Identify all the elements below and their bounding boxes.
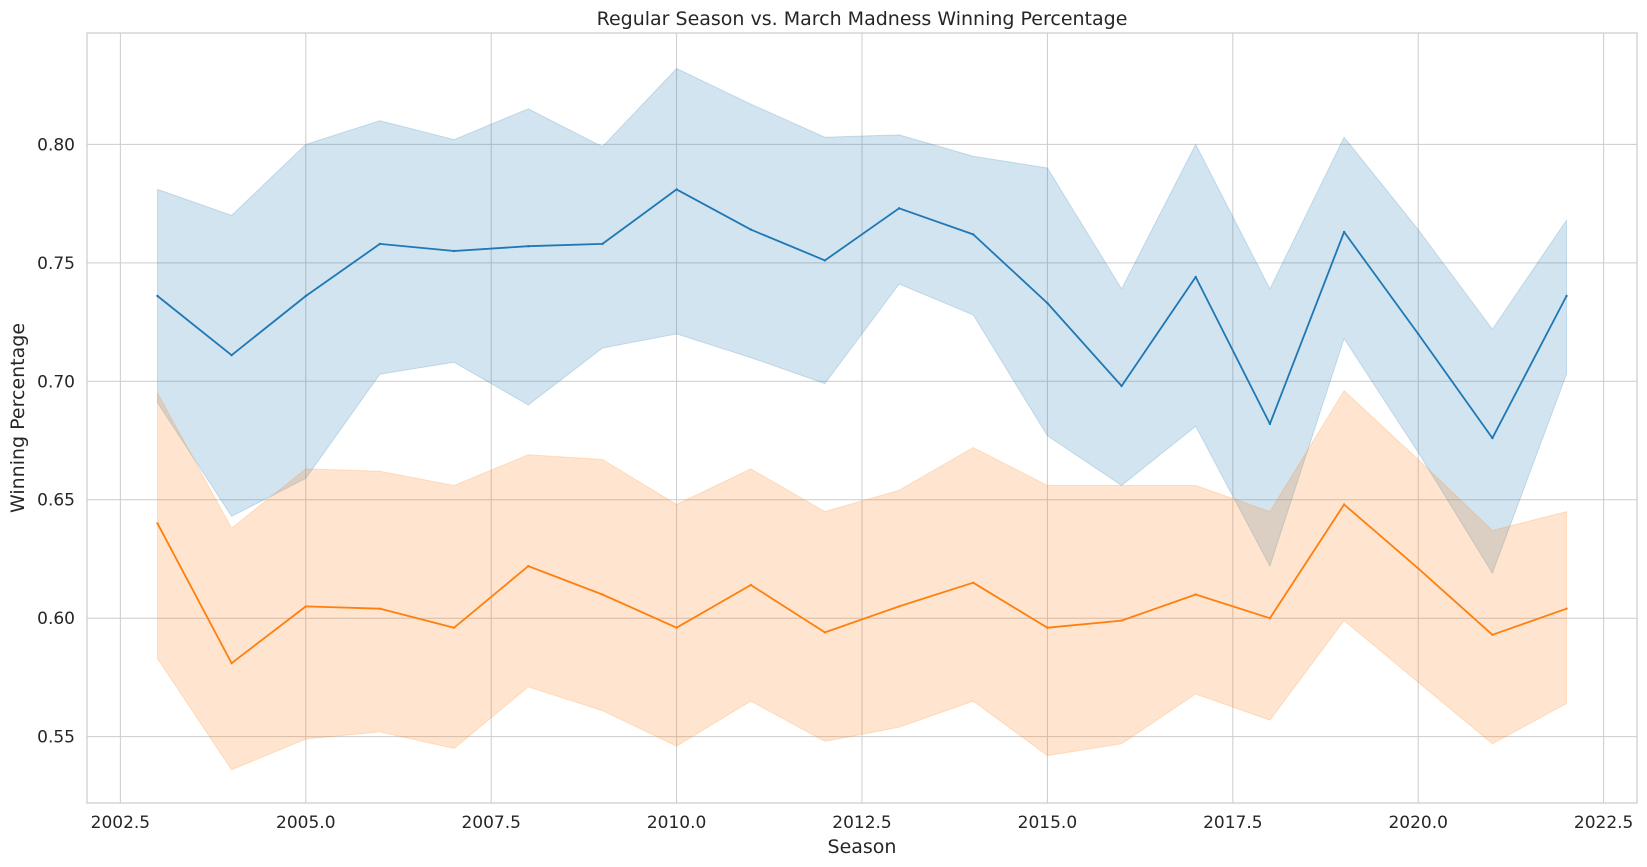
- series-1-point: [527, 564, 530, 568]
- y-tick-label: 0.65: [37, 491, 75, 511]
- x-tick-label: 2020.0: [1388, 813, 1447, 833]
- x-tick-label: 2022.5: [1574, 813, 1633, 833]
- x-tick-label: 2015.0: [1018, 813, 1077, 833]
- series-1-point: [1046, 626, 1049, 629]
- series-1-point: [1120, 619, 1123, 622]
- chart-title: Regular Season vs. March Madness Winning…: [597, 8, 1128, 30]
- series-0-point: [452, 249, 456, 253]
- y-tick-label: 0.75: [37, 254, 75, 274]
- series-0-point: [972, 233, 975, 236]
- series-1-point: [1417, 567, 1420, 570]
- series-1-point: [1491, 633, 1494, 636]
- series-0-point: [749, 228, 752, 231]
- series-0-point: [1046, 301, 1049, 305]
- series-1-point: [1565, 607, 1568, 610]
- x-tick-label: 2010.0: [647, 813, 706, 833]
- y-tick-label: 0.80: [37, 135, 75, 155]
- y-tick-label: 0.70: [37, 372, 75, 392]
- series-0-point: [378, 242, 382, 246]
- series-1-point: [156, 522, 159, 525]
- series-1-point: [749, 583, 752, 587]
- series-0-line: [156, 188, 1568, 440]
- x-tick-label: 2007.5: [461, 813, 520, 833]
- series-1-point: [823, 631, 827, 634]
- confidence-bands: [157, 67, 1567, 771]
- y-tick-label: 0.55: [37, 728, 75, 748]
- series-0-point: [1417, 332, 1420, 336]
- x-tick-label: 2017.5: [1203, 813, 1262, 833]
- x-axis-label: Season: [828, 836, 897, 858]
- series-0-point: [304, 294, 307, 298]
- series-1-point: [304, 605, 307, 608]
- series-0-point: [1342, 230, 1346, 234]
- series-0-point: [675, 188, 678, 191]
- series-0-confidence-band: [157, 67, 1567, 575]
- series-1-point: [1342, 503, 1346, 506]
- series-0-point: [897, 207, 901, 210]
- series-0-point: [1194, 275, 1197, 279]
- series-0-point: [601, 242, 604, 246]
- series-0-point: [823, 259, 827, 262]
- series-1-point: [972, 581, 975, 584]
- series-1-point: [230, 662, 233, 665]
- x-tick-label: 2012.5: [832, 813, 891, 833]
- series-0-point: [1491, 436, 1494, 440]
- series-0-point: [1268, 422, 1272, 426]
- series-1-line: [156, 503, 1567, 665]
- y-axis-label: Winning Percentage: [7, 323, 29, 513]
- series-1-point: [675, 626, 678, 629]
- series-lines: [156, 188, 1568, 665]
- series-1-point: [601, 593, 604, 596]
- series-1-confidence-band: [157, 390, 1567, 771]
- series-1-point: [1194, 593, 1197, 596]
- x-tick-labels: 2002.5 2005.0 2007.5 2010.0 2012.5 2015.0 2017…: [91, 813, 1634, 833]
- series-0-point: [156, 294, 159, 298]
- series-1-point: [378, 607, 382, 610]
- series-1-point: [452, 626, 456, 629]
- x-tick-label: 2002.5: [91, 813, 150, 833]
- series-1-point: [1268, 617, 1272, 620]
- x-tick-label: 2005.0: [276, 813, 335, 833]
- plot-frame: [86, 32, 1638, 804]
- series-0-point: [230, 354, 233, 357]
- series-1-point: [897, 605, 901, 608]
- series-0-point: [1565, 294, 1568, 298]
- y-tick-label: 0.60: [37, 609, 75, 629]
- series-0-point: [1120, 384, 1123, 388]
- series-0-point: [527, 245, 530, 248]
- y-tick-labels: 0.55 0.60 0.65 0.70 0.75 0.80: [37, 135, 75, 747]
- grid-lines: [87, 33, 1637, 803]
